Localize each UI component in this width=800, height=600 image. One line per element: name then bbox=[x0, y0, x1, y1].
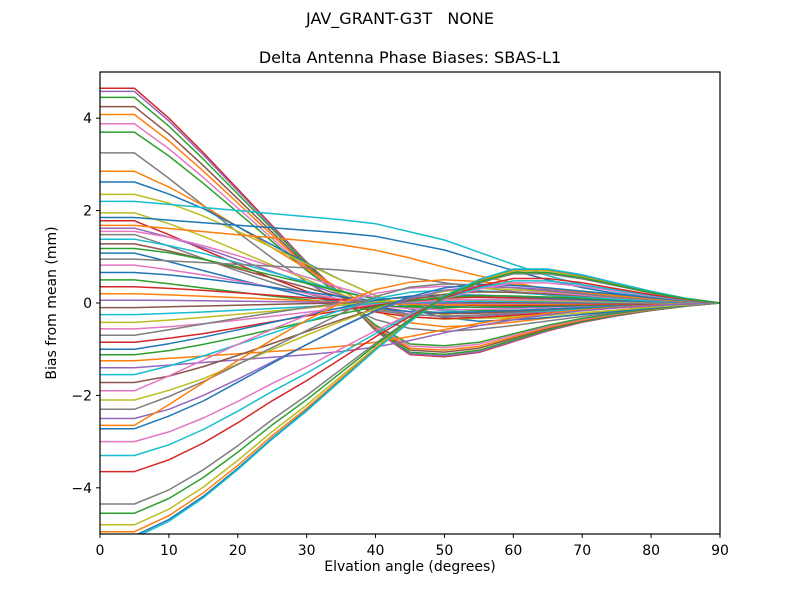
x-tick-label: 50 bbox=[436, 543, 454, 559]
x-tick-label: 70 bbox=[573, 543, 591, 559]
x-tick-label: 90 bbox=[711, 543, 729, 559]
series-line bbox=[100, 283, 720, 430]
series-line bbox=[100, 283, 720, 411]
x-axis-label: Elvation angle (degrees) bbox=[324, 559, 496, 575]
x-tick-label: 10 bbox=[160, 543, 178, 559]
plot-title: Delta Antenna Phase Biases: SBAS-L1 bbox=[258, 48, 562, 67]
x-tick-label: 30 bbox=[298, 543, 316, 559]
x-tick-label: 0 bbox=[96, 543, 105, 559]
series-line bbox=[100, 302, 720, 369]
y-tick-label: 0 bbox=[83, 296, 92, 312]
series-line bbox=[100, 278, 720, 427]
y-tick-label: 2 bbox=[83, 204, 92, 220]
x-tick-label: 80 bbox=[642, 543, 660, 559]
series-lines bbox=[100, 87, 720, 534]
figure-title: JAV_GRANT-G3T NONE bbox=[306, 9, 494, 28]
x-tick-label: 60 bbox=[504, 543, 522, 559]
series-line bbox=[140, 268, 720, 534]
x-tick-label: 20 bbox=[229, 543, 247, 559]
series-line bbox=[100, 131, 720, 347]
series-line bbox=[100, 271, 720, 514]
series-line bbox=[100, 280, 720, 457]
series-line bbox=[100, 289, 720, 376]
y-tick-label: −2 bbox=[71, 388, 92, 404]
y-tick-label: −4 bbox=[71, 481, 92, 497]
y-tick-label: 4 bbox=[83, 111, 92, 127]
series-line bbox=[100, 252, 720, 314]
x-tick-label: 40 bbox=[367, 543, 385, 559]
series-line bbox=[100, 282, 720, 443]
series-line bbox=[100, 277, 720, 473]
